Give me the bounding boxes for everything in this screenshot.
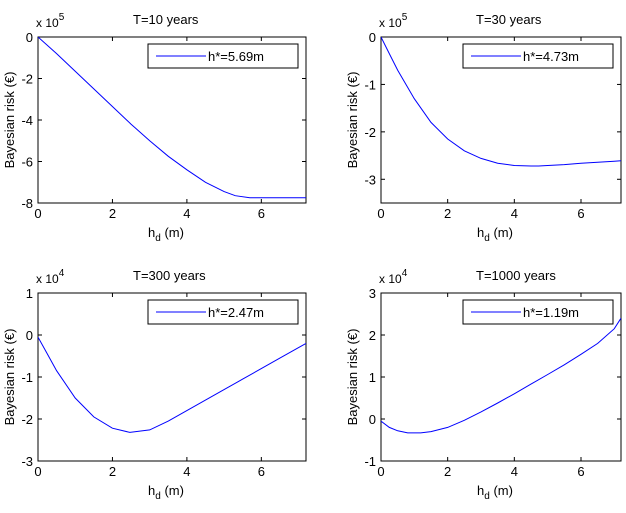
y-axis-label: Bayesian risk (€) [2,329,17,426]
y-tick-label: -3 [364,172,376,187]
x-tick-label: 4 [511,206,518,221]
axis-multiplier-exponent: 5 [59,12,65,23]
legend-box [147,299,299,325]
x-tick-label: 4 [511,464,518,479]
axis-multiplier-base: x 10 [379,16,402,30]
x-axis-label: hd (m) [477,483,513,502]
x-axis-label-main: h [148,225,155,240]
x-tick-label: 6 [258,206,265,221]
y-tick-label: 3 [369,286,376,301]
x-tick-label: 0 [377,206,384,221]
axis-multiplier-exponent: 4 [402,268,408,279]
axis-multiplier-base: x 10 [379,272,402,286]
series-line [381,37,621,167]
x-tick-label: 2 [444,464,451,479]
chart-title: T=30 years [476,12,542,27]
y-tick-label: 0 [369,412,376,427]
x-axis-label-unit: (m) [161,225,184,240]
axis-multiplier-base: x 10 [36,272,59,286]
y-tick-label: -8 [21,196,33,211]
y-tick-label: 0 [26,30,33,45]
x-tick-label: 4 [183,464,190,479]
y-tick-label: 0 [26,328,33,343]
x-tick-label: 0 [34,464,41,479]
series-line [38,336,306,433]
y-tick-label: 1 [369,370,376,385]
legend-label: h*=5.69m [208,49,264,64]
x-tick-label: 6 [258,464,265,479]
x-tick-label: 2 [109,464,116,479]
axis-multiplier-exponent: 4 [59,268,65,279]
y-tick-label: -1 [364,77,376,92]
series-line [381,317,621,434]
series-line [38,37,306,199]
x-axis-label-main: h [477,225,484,240]
x-axis-label-subscript: d [484,233,490,244]
x-tick-label: 6 [577,206,584,221]
axis-multiplier-base: x 10 [36,16,59,30]
y-tick-label: -2 [21,412,33,427]
x-tick-label: 0 [34,206,41,221]
axis-multiplier: x 104 [379,268,408,286]
x-tick-label: 0 [377,464,384,479]
y-tick-label: 2 [369,328,376,343]
x-tick-label: 6 [577,464,584,479]
legend-label: h*=2.47m [208,305,264,320]
y-axis-label: Bayesian risk (€) [2,72,17,169]
y-tick-label: -4 [21,113,33,128]
x-axis-label-main: h [477,483,484,498]
chart-title: T=10 years [133,12,199,27]
y-tick-label: 1 [26,286,33,301]
y-axis-label: Bayesian risk (€) [345,329,360,426]
y-tick-label: -3 [21,454,33,469]
x-axis-label: hd (m) [477,225,513,244]
x-axis-label-subscript: d [155,491,161,502]
x-tick-label: 4 [183,206,190,221]
axis-multiplier: x 105 [379,12,408,30]
y-tick-label: 0 [369,30,376,45]
y-tick-label: -2 [21,72,33,87]
x-axis-label-subscript: d [484,491,490,502]
y-axis-label: Bayesian risk (€) [345,72,360,169]
chart-panel-2: 0 2 4 6 0 -1 -2 -3 x 105 T=30 years Bayesian risk … [345,12,622,244]
y-tick-label: -2 [364,125,376,140]
x-axis-label: hd (m) [148,225,184,244]
x-axis-label-unit: (m) [490,225,513,240]
x-axis-label-unit: (m) [161,483,184,498]
axis-multiplier-exponent: 5 [402,12,408,23]
x-axis-label-unit: (m) [490,483,513,498]
y-tick-label: -1 [21,370,33,385]
x-tick-label: 2 [109,206,116,221]
x-tick-label: 2 [444,206,451,221]
x-axis-label-main: h [148,483,155,498]
legend-label: h*=4.73m [523,49,579,64]
x-axis-label-subscript: d [155,233,161,244]
x-axis-label: hd (m) [148,483,184,502]
legend-label: h*=1.19m [523,305,579,320]
axis-multiplier: x 104 [36,268,65,286]
y-tick-label: -6 [21,155,33,170]
y-tick-label: -1 [364,454,376,469]
chart-panel-1: 0 2 4 6 0 -2 -4 -6 -8 x 105 T=10 years Bayesian ris… [2,12,307,244]
axis-multiplier: x 105 [36,12,65,30]
chart-title: T=300 years [133,268,206,283]
chart-title: T=1000 years [476,268,556,283]
